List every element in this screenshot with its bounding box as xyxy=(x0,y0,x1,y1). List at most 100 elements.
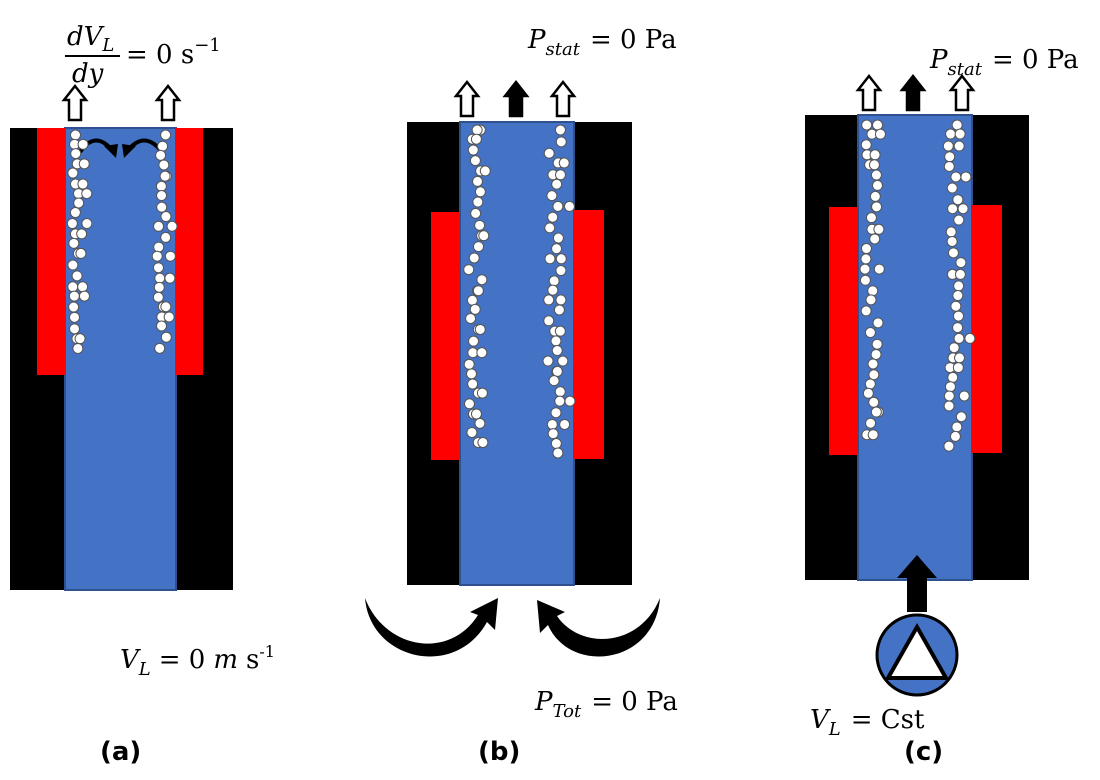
bubble xyxy=(859,274,871,286)
bubble xyxy=(68,237,80,249)
bubble xyxy=(478,230,490,242)
equation: VL = 0 m s-1 xyxy=(120,642,275,680)
bubble xyxy=(867,285,879,297)
equation: dy xyxy=(72,59,104,89)
bubble xyxy=(557,355,569,367)
bubble xyxy=(164,250,176,262)
equation: Pstat = 0 Pa xyxy=(527,25,677,60)
bubble xyxy=(156,190,168,202)
bubble xyxy=(163,311,175,323)
bubble xyxy=(476,347,488,359)
bubble xyxy=(860,139,872,151)
bubble xyxy=(943,160,955,172)
heater xyxy=(574,210,604,459)
bubble xyxy=(554,395,566,407)
bubble xyxy=(868,159,880,171)
bubble xyxy=(955,257,967,269)
bubble xyxy=(81,218,93,230)
bubble xyxy=(548,275,560,287)
bubble xyxy=(546,418,558,430)
bubble xyxy=(946,235,958,247)
bubble xyxy=(70,148,82,160)
bubble xyxy=(69,207,81,219)
bubble xyxy=(953,332,965,344)
bubble xyxy=(946,182,958,194)
heater xyxy=(37,128,65,375)
bubble xyxy=(550,335,562,347)
heater xyxy=(972,205,1002,453)
bubble xyxy=(550,407,562,419)
arrow xyxy=(62,84,88,122)
bubble xyxy=(871,201,883,213)
bubble xyxy=(472,285,484,297)
bubble xyxy=(947,371,959,383)
bubble xyxy=(964,332,976,344)
bubble xyxy=(467,347,479,359)
bubbles xyxy=(859,119,976,452)
bubble xyxy=(867,358,879,370)
bubble xyxy=(860,253,872,265)
bubble xyxy=(548,375,560,387)
bubble xyxy=(952,322,964,334)
bubble xyxy=(861,119,873,131)
bubble xyxy=(66,218,78,230)
bubble xyxy=(555,136,567,148)
bubble xyxy=(952,362,964,374)
bubble xyxy=(952,290,964,302)
bubble xyxy=(953,214,965,226)
panel-a: dVL dy = 0 s−1 VL = 0 m s-1 (a) xyxy=(10,22,275,767)
bubble xyxy=(74,333,86,345)
bubble xyxy=(948,342,960,354)
bubble xyxy=(868,369,880,381)
bubble xyxy=(467,378,479,390)
bubble xyxy=(470,207,482,219)
arrow xyxy=(550,80,576,118)
bubble xyxy=(69,311,81,323)
bubble xyxy=(564,395,576,407)
bubble xyxy=(151,250,163,262)
bubble xyxy=(463,398,475,410)
bubble xyxy=(870,348,882,360)
bubble xyxy=(552,232,564,244)
bubble xyxy=(554,386,566,398)
bubble xyxy=(543,147,555,159)
bubble xyxy=(862,387,874,399)
equation: PTot = 0 Pa xyxy=(534,687,678,722)
bubble xyxy=(466,294,478,306)
bubble xyxy=(153,281,165,293)
bubble xyxy=(547,211,559,223)
bubble xyxy=(547,428,559,440)
bubble xyxy=(159,170,171,182)
bubble xyxy=(953,140,965,152)
bubble xyxy=(77,178,89,190)
bubble xyxy=(950,300,962,312)
bubble xyxy=(869,233,881,245)
bubble xyxy=(868,396,880,408)
bubble xyxy=(153,220,165,232)
bubble xyxy=(947,203,959,215)
bubble xyxy=(944,381,956,393)
bubble xyxy=(469,155,481,167)
bubble xyxy=(476,387,488,399)
bubble xyxy=(953,310,965,322)
bubble xyxy=(554,124,566,136)
bubble xyxy=(957,203,969,215)
bubble xyxy=(945,226,957,238)
bubble xyxy=(154,272,166,284)
arrow xyxy=(949,74,975,112)
bubbles xyxy=(66,129,178,354)
bubble xyxy=(872,317,884,329)
bubble xyxy=(472,196,484,208)
bubble xyxy=(479,165,491,177)
bubble xyxy=(153,241,165,253)
bubble xyxy=(954,268,966,280)
bubble xyxy=(547,284,559,296)
bubble xyxy=(873,263,885,275)
bubble xyxy=(72,342,84,354)
bubble xyxy=(864,378,876,390)
bubble xyxy=(471,175,483,187)
equation: = 0 s−1 xyxy=(126,35,221,70)
bubble xyxy=(543,294,555,306)
equation: Pstat = 0 Pa xyxy=(929,45,1079,80)
bubble xyxy=(865,294,877,306)
